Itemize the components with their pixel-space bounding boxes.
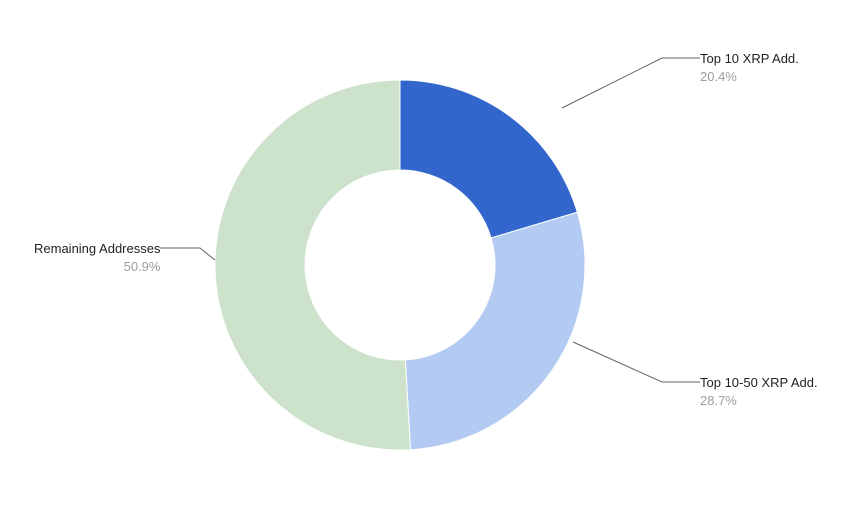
slice-label-percent: 50.9% [34, 258, 160, 276]
donut-slice [215, 80, 410, 450]
slice-label: Remaining Addresses50.9% [34, 240, 160, 275]
donut-chart: Top 10 XRP Add.20.4% Top 10-50 XRP Add.28… [0, 0, 858, 531]
slice-label-name: Top 10-50 XRP Add. [700, 374, 818, 392]
slice-label: Top 10-50 XRP Add.28.7% [700, 374, 818, 409]
donut-slice [405, 212, 585, 449]
slice-label-name: Remaining Addresses [34, 240, 160, 258]
leader-line [160, 248, 215, 260]
slice-label-percent: 20.4% [700, 68, 799, 86]
slice-label-percent: 28.7% [700, 392, 818, 410]
leader-line [573, 342, 700, 382]
slice-label-name: Top 10 XRP Add. [700, 50, 799, 68]
slice-label: Top 10 XRP Add.20.4% [700, 50, 799, 85]
donut-slice [400, 80, 577, 238]
leader-line [562, 58, 700, 108]
